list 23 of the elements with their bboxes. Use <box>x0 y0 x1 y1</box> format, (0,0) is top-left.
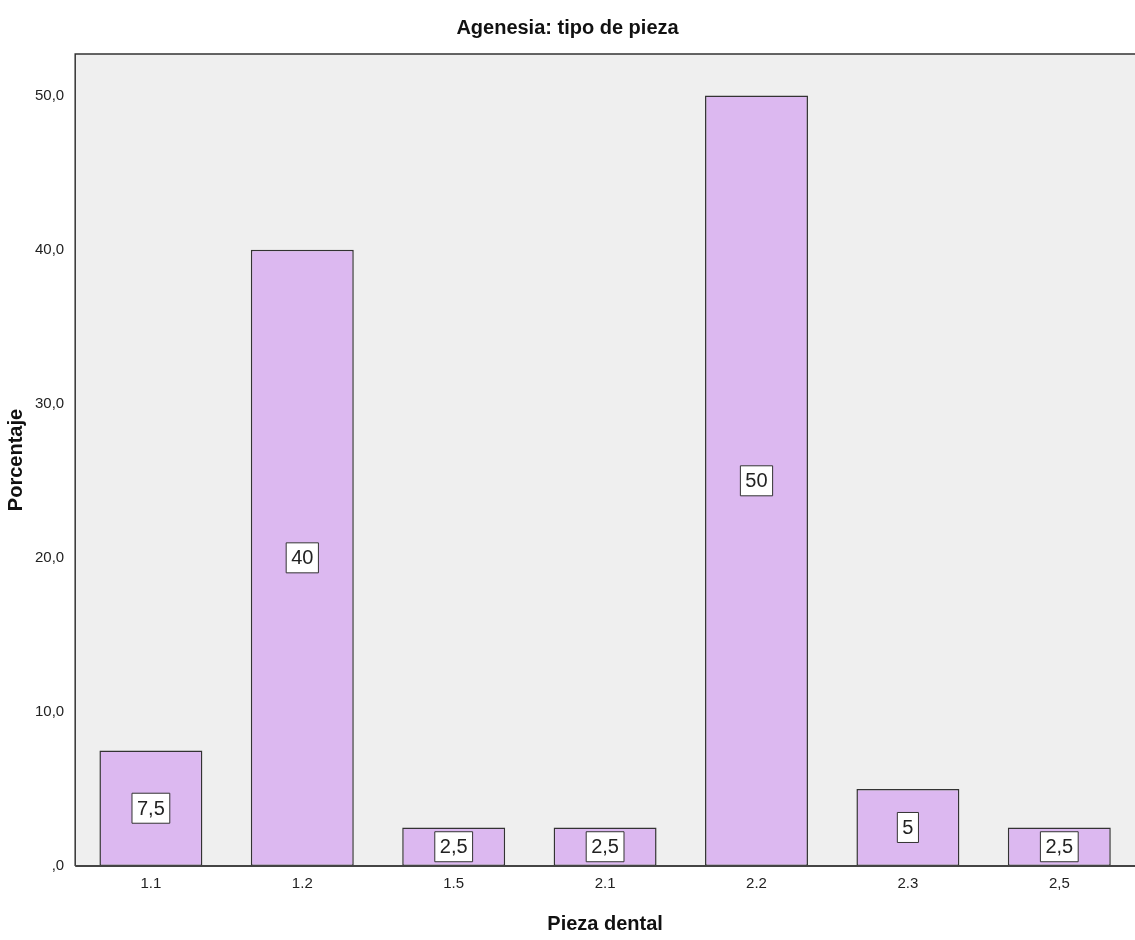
x-tick-label: 1.1 <box>140 874 162 892</box>
chart-title: Agenesia: tipo de pieza <box>456 15 680 38</box>
y-tick-label: 20,0 <box>34 547 65 565</box>
x-axis-title: Pieza dental <box>547 911 663 934</box>
data-label: 5 <box>902 816 914 838</box>
x-tick-label: 2,5 <box>1048 874 1070 892</box>
x-tick-label: 1.2 <box>291 874 313 892</box>
x-tick-label: 2.2 <box>746 874 767 892</box>
x-tick-label: 2.1 <box>594 874 616 892</box>
data-label: 2,5 <box>591 835 619 858</box>
data-label: 40 <box>291 546 314 569</box>
data-label: 7,5 <box>136 796 165 819</box>
data-label: 2,5 <box>439 835 468 858</box>
y-tick-label: 30,0 <box>34 393 65 411</box>
y-tick-label: 50,0 <box>34 85 65 103</box>
y-tick-label: 40,0 <box>34 239 65 257</box>
y-tick-label: 10,0 <box>34 702 65 720</box>
data-label: 50 <box>745 469 768 492</box>
data-label: 2,5 <box>1045 835 1074 858</box>
y-tick-label: ,0 <box>51 856 65 874</box>
y-axis-title: Porcentaje <box>3 408 26 512</box>
x-tick-label: 2.3 <box>897 874 919 892</box>
x-tick-label: 1.5 <box>443 874 465 892</box>
